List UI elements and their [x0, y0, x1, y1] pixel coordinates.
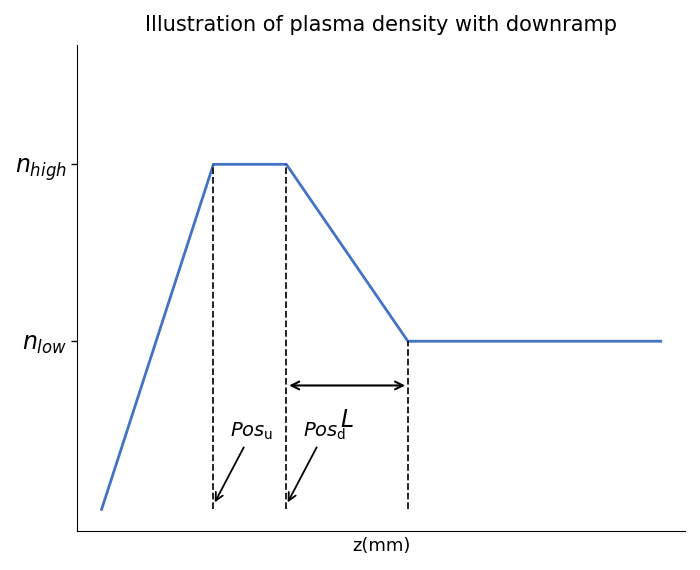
Text: $L$: $L$ — [340, 408, 354, 431]
X-axis label: z(mm): z(mm) — [352, 537, 410, 555]
Text: $\mathit{Pos}_{\mathrm{u}}$: $\mathit{Pos}_{\mathrm{u}}$ — [216, 421, 274, 500]
Text: $\mathit{Pos}_{\mathrm{d}}$: $\mathit{Pos}_{\mathrm{d}}$ — [288, 421, 346, 500]
Title: Illustration of plasma density with downramp: Illustration of plasma density with down… — [145, 15, 617, 35]
